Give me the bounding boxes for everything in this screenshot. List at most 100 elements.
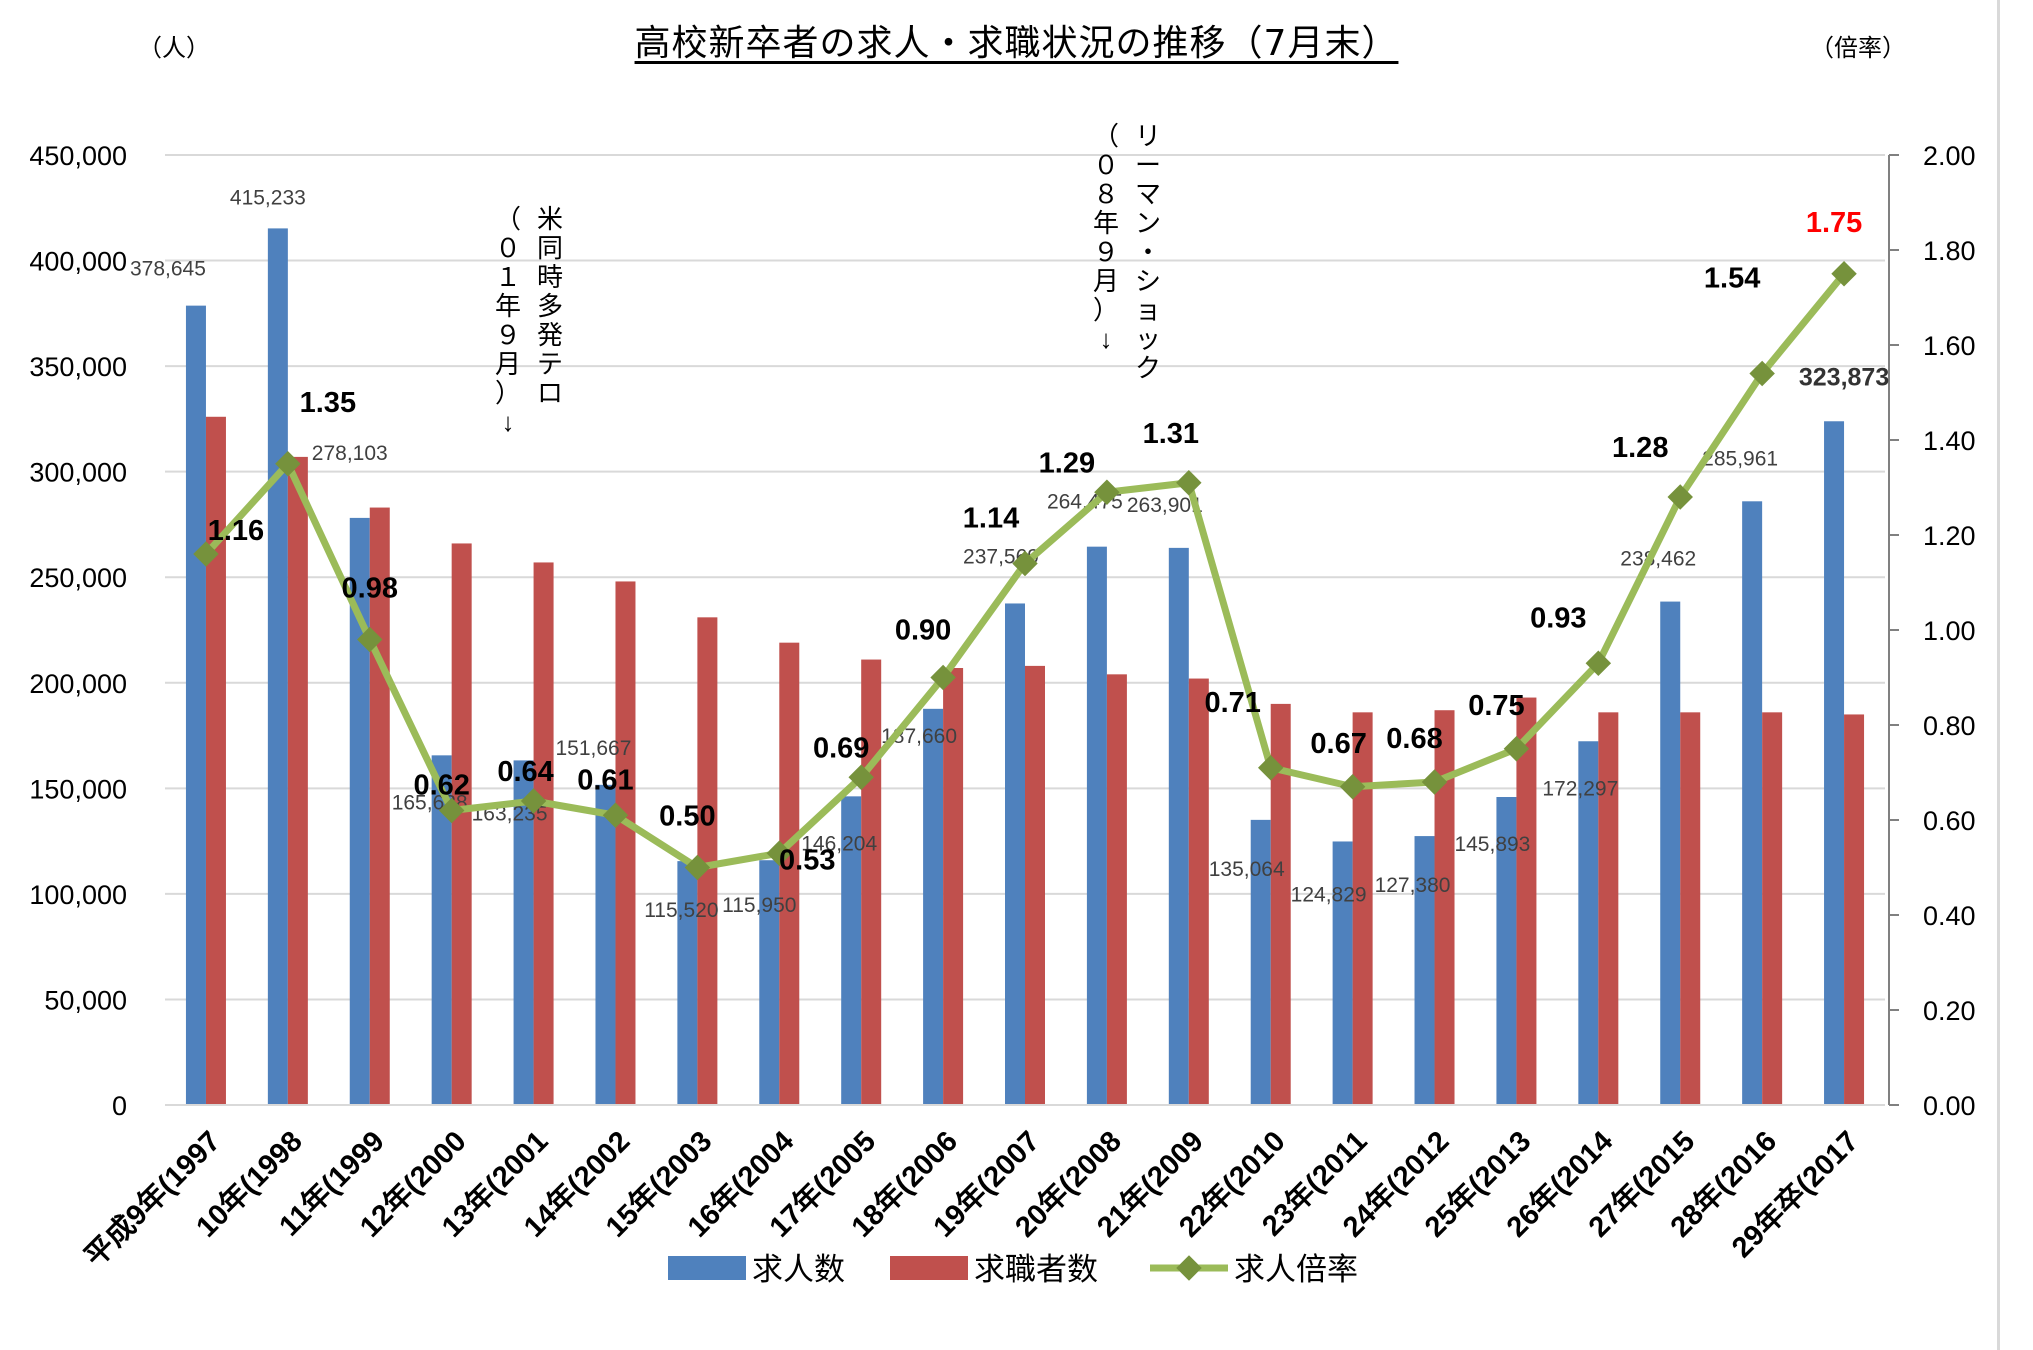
annotation-char: 月 bbox=[1093, 266, 1119, 296]
annotation-char: ８ bbox=[1093, 179, 1119, 209]
bar-求人数 bbox=[923, 708, 944, 1105]
bar-求職者数 bbox=[697, 617, 718, 1105]
legend-swatch-求人数 bbox=[668, 1256, 746, 1280]
bar-value-label: 115,520 bbox=[644, 899, 718, 922]
annotation-char: ↓ bbox=[502, 407, 515, 437]
bar-求人数 bbox=[185, 305, 206, 1106]
ratio-marker bbox=[766, 840, 793, 866]
annotation-char: リ bbox=[1135, 121, 1161, 151]
bar-求人数 bbox=[513, 760, 534, 1105]
ratio-marker bbox=[520, 788, 547, 814]
ratio-value-label: 0.53 bbox=[779, 844, 835, 876]
annotation-char: ０ bbox=[1093, 150, 1119, 180]
y-tick-label: 0 bbox=[112, 1091, 127, 1121]
bar-求職者数 bbox=[615, 581, 636, 1105]
legend-label: 求職者数 bbox=[974, 1252, 1098, 1287]
y-tick-label: 350,000 bbox=[29, 352, 127, 382]
annotation-char: シ bbox=[1135, 266, 1161, 296]
bar-求人数 bbox=[1005, 603, 1025, 1105]
y-tick-label: 450,000 bbox=[29, 141, 127, 171]
bar-求職者数 bbox=[1844, 714, 1865, 1105]
y2-tick-label: 1.60 bbox=[1923, 331, 1976, 361]
annotation-char: ン bbox=[1135, 208, 1161, 238]
y-tick-label: 100,000 bbox=[29, 880, 127, 910]
ratio-value-label: 0.50 bbox=[659, 801, 715, 833]
annotation-char: １ bbox=[495, 262, 521, 292]
annotation-char: ョ bbox=[1135, 295, 1161, 325]
bar-value-label: 124,829 bbox=[1291, 883, 1367, 906]
ratio-marker bbox=[438, 797, 465, 824]
ratio-value-label: 0.75 bbox=[1468, 690, 1524, 722]
ratio-value-label: 0.61 bbox=[577, 764, 633, 796]
bar-求職者数 bbox=[287, 456, 308, 1105]
bar-value-label: 263,901 bbox=[1127, 494, 1203, 517]
annotation-char: ・ bbox=[1135, 237, 1161, 267]
chart-title: 高校新卒者の求人・求職状況の推移（7月末） bbox=[634, 23, 1399, 64]
bar-求職者数 bbox=[1270, 703, 1291, 1105]
y2-tick-label: 1.20 bbox=[1923, 521, 1976, 551]
bar-求人数 bbox=[1496, 797, 1517, 1105]
bar-求職者数 bbox=[205, 416, 226, 1105]
bar-求人数 bbox=[267, 228, 288, 1106]
ratio-value-label: 1.31 bbox=[1143, 418, 1199, 450]
bar-求人数 bbox=[1660, 601, 1681, 1105]
ratio-marker bbox=[357, 626, 383, 653]
bar-求人数 bbox=[1414, 836, 1435, 1105]
bar-求人数 bbox=[759, 860, 780, 1105]
bar-求人数 bbox=[1250, 819, 1271, 1105]
bar-求人数 bbox=[349, 517, 370, 1105]
annotation-char: 米 bbox=[537, 204, 563, 234]
bar-求人数 bbox=[1332, 841, 1353, 1105]
bar-value-label: 415,233 bbox=[230, 186, 306, 209]
bar-value-label: 378,645 bbox=[130, 258, 206, 281]
annotation-char: 年 bbox=[495, 291, 521, 321]
y2-tick-label: 0.40 bbox=[1923, 901, 1976, 931]
ratio-value-label: 1.75 bbox=[1806, 207, 1862, 239]
bar-value-label: 146,204 bbox=[801, 832, 877, 855]
ratio-value-label: 0.67 bbox=[1310, 728, 1366, 760]
ratio-marker bbox=[848, 764, 874, 790]
bar-求職者数 bbox=[533, 562, 554, 1105]
ratio-value-label: 0.71 bbox=[1204, 687, 1260, 719]
ratio-value-label: 1.29 bbox=[1039, 447, 1095, 479]
bar-求職者数 bbox=[1434, 710, 1455, 1105]
bar-value-label: 323,873 bbox=[1799, 363, 1889, 391]
ratio-marker bbox=[193, 541, 219, 567]
bar-value-label: 135,064 bbox=[1209, 858, 1285, 881]
annotation-char: ０ bbox=[495, 233, 521, 263]
y-tick-label: 400,000 bbox=[29, 247, 127, 277]
bar-value-label: 238,462 bbox=[1620, 548, 1696, 571]
legend-label: 求人倍率 bbox=[1234, 1252, 1358, 1287]
annotation-char: ９ bbox=[495, 320, 521, 350]
bar-求職者数 bbox=[861, 659, 882, 1105]
bar-求職者数 bbox=[1762, 712, 1783, 1105]
bar-求人数 bbox=[841, 796, 862, 1105]
category-label: 平成9年(1997 bbox=[77, 1124, 226, 1273]
annotation-char: ロ bbox=[537, 378, 563, 408]
annotation-char: マ bbox=[1135, 179, 1161, 209]
ratio-value-label: 0.90 bbox=[895, 615, 951, 647]
bar-求職者数 bbox=[1188, 678, 1209, 1105]
bar-value-label: 172,297 bbox=[1542, 777, 1618, 800]
legend-swatch-求職者数 bbox=[890, 1256, 968, 1280]
legend-label: 求人数 bbox=[752, 1252, 845, 1287]
ratio-value-label: 0.93 bbox=[1530, 602, 1586, 634]
y-tick-label: 50,000 bbox=[44, 985, 127, 1015]
ratio-marker bbox=[930, 664, 956, 691]
bar-求人数 bbox=[1086, 546, 1107, 1105]
annotation-char: 年 bbox=[1093, 208, 1119, 238]
ratio-value-label: 1.16 bbox=[208, 515, 264, 547]
y2-tick-label: 2.00 bbox=[1923, 141, 1976, 171]
bar-求人数 bbox=[1578, 741, 1599, 1105]
ratio-value-label: 1.14 bbox=[963, 503, 1019, 535]
bar-求職者数 bbox=[1680, 712, 1701, 1105]
annotation-char: ） bbox=[495, 378, 521, 408]
bar-求職者数 bbox=[1352, 712, 1373, 1105]
bar-求職者数 bbox=[1025, 665, 1045, 1105]
ratio-value-label: 0.69 bbox=[813, 732, 869, 764]
bar-value-label: 115,950 bbox=[722, 894, 796, 917]
y2-tick-label: 0.60 bbox=[1923, 806, 1976, 836]
annotation-char: ９ bbox=[1093, 237, 1119, 267]
y2-tick-label: 0.20 bbox=[1923, 996, 1976, 1026]
